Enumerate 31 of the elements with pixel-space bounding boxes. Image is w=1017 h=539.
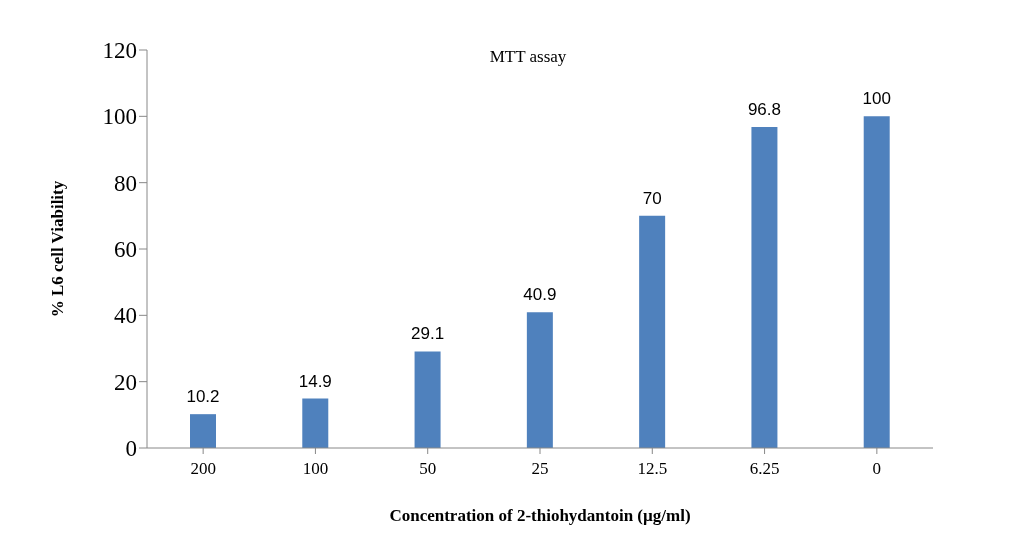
y-tick-label: 0 (125, 436, 137, 462)
y-tick-label: 60 (114, 237, 137, 263)
data-label: 10.2 (186, 387, 220, 407)
data-label: 100 (862, 89, 891, 109)
bar (302, 398, 329, 448)
bar (863, 116, 890, 448)
x-tick-label: 6.25 (749, 459, 780, 479)
x-tick-label: 12.5 (637, 459, 668, 479)
bar (414, 351, 441, 448)
bar (639, 215, 666, 448)
x-tick-label: 25 (531, 459, 549, 479)
chart-title: MTT assay (489, 47, 567, 66)
x-tick-label: 0 (872, 459, 882, 479)
bar (190, 414, 216, 448)
x-axis-title: Concentration of 2-thiohydantoin (µg/ml) (389, 506, 691, 525)
data-label: 96.8 (747, 99, 781, 119)
y-tick-label: 40 (114, 303, 137, 329)
data-label: 14.9 (298, 371, 332, 391)
bar (751, 126, 778, 448)
data-label: 40.9 (523, 285, 557, 305)
y-axis-title: % L6 cell Viability (48, 180, 68, 318)
bar (526, 312, 553, 448)
y-tick-label: 80 (114, 170, 137, 196)
y-tick-label: 120 (102, 38, 137, 64)
x-tick-label: 50 (419, 459, 437, 479)
x-tick-label: 200 (190, 459, 216, 479)
x-tick-label: 100 (302, 459, 329, 479)
data-label: 70 (642, 188, 662, 208)
y-tick-label: 20 (114, 369, 137, 395)
y-tick-label: 100 (102, 104, 137, 130)
data-label: 29.1 (411, 324, 445, 344)
